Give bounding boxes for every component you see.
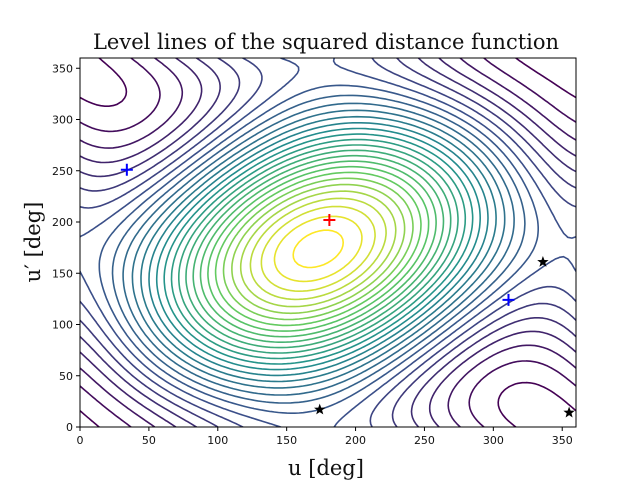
contour-level (273, 215, 363, 283)
x-tick-label: 100 (207, 434, 228, 447)
marker-layer (120, 163, 575, 418)
x-axis-label: u [deg] (288, 456, 364, 480)
x-tick-label: 250 (414, 434, 435, 447)
contour-level (80, 58, 576, 427)
saddle-3-marker (563, 406, 575, 418)
contour-level (192, 154, 445, 343)
contour-lines (80, 58, 576, 427)
x-tick-label: 150 (276, 434, 297, 447)
contour-level (140, 115, 497, 383)
contour-level (80, 58, 576, 427)
y-tick-label: 50 (59, 370, 73, 383)
x-tick-label: 200 (345, 434, 366, 447)
x-tick-label: 50 (142, 434, 156, 447)
x-tick-label: 300 (483, 434, 504, 447)
contour-level (260, 205, 376, 292)
contour-level (222, 177, 414, 321)
contour-level (148, 122, 489, 377)
y-tick-label: 250 (52, 165, 73, 178)
x-tick-label: 350 (552, 434, 573, 447)
y-axis-label: u′ [deg] (21, 202, 45, 283)
contour-level (249, 197, 387, 301)
contour-level (80, 58, 576, 427)
y-tick-label: 0 (66, 421, 73, 434)
contour-level (80, 58, 576, 427)
y-tick-label: 150 (52, 267, 73, 280)
saddle-2-marker (314, 403, 326, 415)
y-tick-label: 350 (52, 62, 73, 75)
maximum-marker (323, 213, 336, 226)
y-tick-label: 100 (52, 319, 73, 332)
x-tick-label: 0 (77, 434, 84, 447)
chart-title: Level lines of the squared distance func… (93, 30, 559, 54)
saddle-1-marker (537, 256, 549, 267)
contour-level (231, 183, 406, 315)
plot-frame (79, 57, 577, 428)
minimum-lower-right-marker (502, 293, 515, 306)
contour-level (80, 58, 576, 427)
contour-level (98, 84, 539, 414)
contour-level (131, 109, 506, 389)
contour-level (80, 58, 576, 427)
contour-level (122, 102, 515, 396)
y-axis: 0 50 100 150 200 250 300 350 (52, 62, 80, 434)
contour-level (199, 160, 437, 338)
contour-level (155, 127, 481, 371)
contour-level (163, 133, 474, 365)
y-tick-label: 200 (52, 216, 73, 229)
contour-level (80, 58, 576, 427)
contour-level (207, 165, 430, 332)
contour-level (80, 58, 576, 427)
contour-level (292, 229, 344, 269)
y-tick-label: 300 (52, 114, 73, 127)
contour-level (170, 138, 467, 360)
contour-level (111, 94, 526, 404)
x-axis: 0 50 100 150 200 250 300 350 (77, 427, 573, 447)
contour-level (178, 144, 459, 354)
minimum-upper-left-marker (120, 163, 133, 176)
contour-level (214, 171, 422, 327)
contour-level (185, 149, 452, 349)
contour-level (239, 190, 397, 308)
